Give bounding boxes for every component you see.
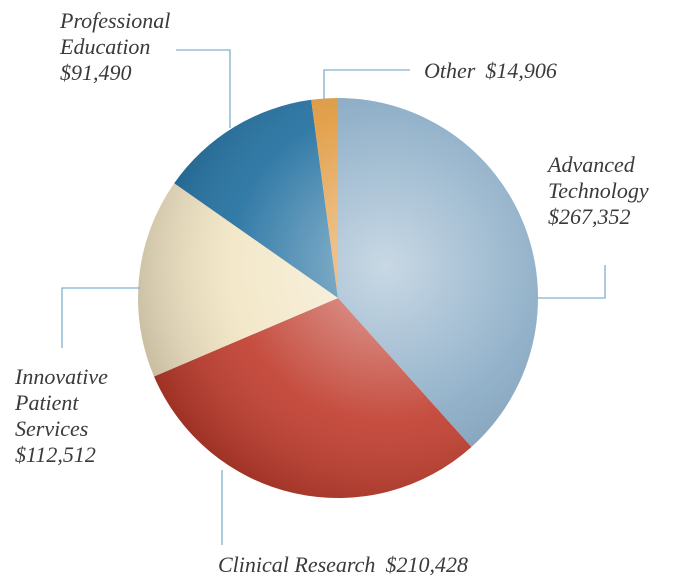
slice-label: Professional Education $91,490 xyxy=(60,8,195,86)
leader-line xyxy=(538,265,606,299)
slice-label: Other $14,906 xyxy=(424,58,644,84)
category-label: Advanced Technology xyxy=(548,152,649,203)
leader-line xyxy=(176,49,231,128)
value-label: $112,512 xyxy=(15,442,96,467)
slice-label: Innovative Patient Services $112,512 xyxy=(15,364,127,468)
value-label: $14,906 xyxy=(485,58,557,83)
category-label: Innovative Patient Services xyxy=(15,364,108,441)
value-label: $91,490 xyxy=(60,60,132,85)
leader-line xyxy=(323,69,410,99)
leader-line xyxy=(61,287,140,348)
category-label: Other xyxy=(424,58,476,83)
slice-label: Advanced Technology $267,352 xyxy=(548,152,673,230)
value-label: $267,352 xyxy=(548,204,631,229)
category-label: Clinical Research xyxy=(218,552,376,577)
value-label: $210,428 xyxy=(385,552,468,577)
category-label: Professional Education xyxy=(60,8,171,59)
pie xyxy=(138,98,538,499)
slice-label: Clinical Research $210,428 xyxy=(218,552,518,578)
